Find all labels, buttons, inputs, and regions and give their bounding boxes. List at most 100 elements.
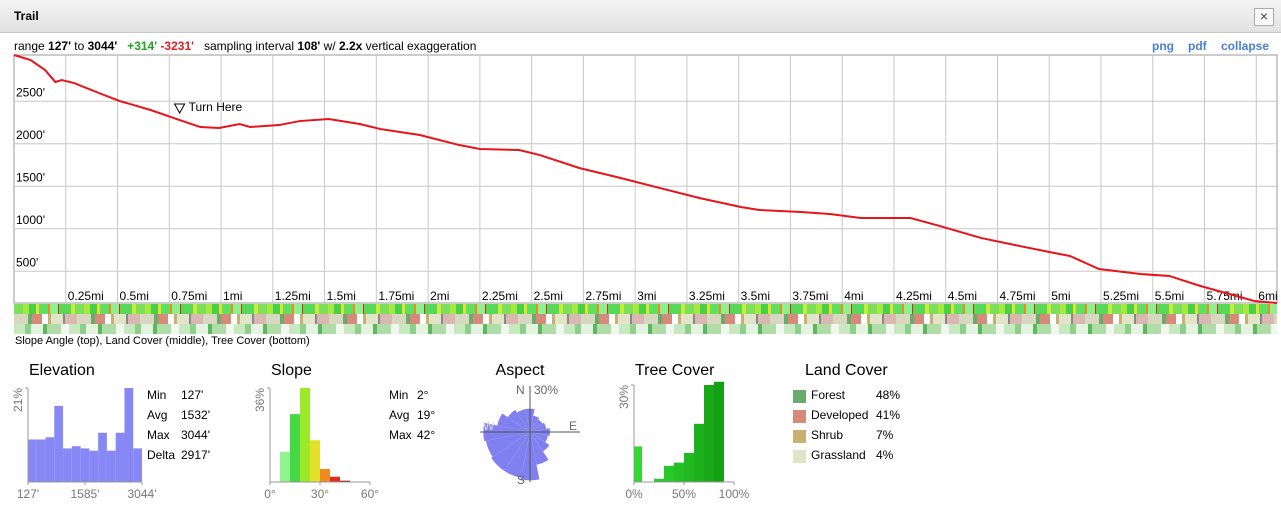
x-tick-label: 4.5mi	[948, 289, 977, 303]
legend-label: Forest	[811, 388, 846, 402]
value: 108'	[297, 39, 321, 53]
close-button[interactable]: ×	[1254, 8, 1274, 26]
direction-label: N	[516, 383, 525, 397]
histogram-bar	[674, 462, 684, 482]
stat-value: 127'	[181, 388, 203, 402]
stat-label: Max	[147, 428, 170, 442]
x-tick-label: 30°	[311, 487, 329, 501]
x-tick-label: 1.25mi	[275, 289, 311, 303]
direction-label: E	[569, 419, 577, 433]
y-tick-label: 30%	[617, 385, 631, 409]
panel-title: Aspect	[496, 362, 545, 379]
stat-value: 3044'	[181, 428, 210, 442]
rose-wedge	[507, 409, 530, 432]
x-tick-label: 50%	[672, 487, 696, 501]
text: vertical exaggeration	[365, 39, 477, 53]
legend-label: Developed	[811, 408, 868, 422]
rose-wedge	[491, 432, 530, 471]
x-tick-label: 0.5mi	[120, 289, 149, 303]
x-tick-label: 5.5mi	[1155, 289, 1184, 303]
stat-label: Avg	[147, 408, 167, 422]
x-tick-label: 2mi	[430, 289, 449, 303]
histogram-bar	[290, 414, 300, 482]
histogram-bar	[684, 452, 694, 482]
stat-label: Min	[389, 388, 408, 402]
panel-title: Elevation	[29, 362, 95, 379]
x-tick-label: 100%	[719, 487, 750, 501]
link[interactable]: pdf	[1188, 39, 1207, 53]
stat-label: Delta	[147, 448, 175, 462]
histogram-bar	[133, 448, 142, 482]
direction-label: S	[517, 473, 525, 487]
x-tick-label: 3.75mi	[792, 289, 828, 303]
text: w/	[323, 39, 336, 53]
x-tick-label: 0°	[264, 487, 276, 501]
annotation-marker	[173, 103, 186, 115]
rose-wedge	[530, 432, 549, 465]
x-tick-label: 1585'	[70, 487, 99, 501]
histogram-bar	[71, 446, 81, 482]
legend-swatch	[793, 390, 806, 403]
legend-swatch	[793, 430, 806, 443]
x-tick-label: 3mi	[637, 289, 656, 303]
histogram-bar	[320, 468, 330, 482]
annotation: Turn Here	[189, 100, 243, 114]
x-tick-label: 5mi	[1051, 289, 1070, 303]
land-cover-strip	[14, 314, 1277, 324]
histogram-bar	[714, 381, 724, 482]
x-tick-label: 2.75mi	[585, 289, 621, 303]
histogram-bar	[310, 440, 320, 482]
rose-wedge	[485, 432, 530, 458]
y-tick-label: 1000'	[16, 213, 45, 227]
histogram-bar	[54, 405, 64, 482]
x-tick-label: 4mi	[844, 289, 863, 303]
gain: +314'	[127, 39, 158, 53]
histogram-bar	[89, 450, 99, 482]
loss: -3231'	[160, 39, 194, 53]
histogram-bar	[704, 385, 714, 482]
legend-value: 48%	[876, 388, 900, 402]
x-tick-label: 0.25mi	[68, 289, 104, 303]
link[interactable]: collapse	[1221, 39, 1270, 53]
x-tick-label: 127'	[17, 487, 39, 501]
histogram-bar	[36, 439, 46, 482]
x-tick-label: 3.25mi	[689, 289, 725, 303]
stat-value: 2917'	[181, 448, 210, 462]
histogram-bar	[63, 448, 72, 482]
histogram-bar	[340, 480, 350, 482]
y-tick-label: 500'	[16, 255, 38, 269]
legend-value: 4%	[876, 448, 894, 462]
link[interactable]: png	[1152, 39, 1174, 53]
rose-wedge	[497, 413, 530, 432]
rose-wedge	[530, 419, 543, 432]
summary: range 127' to 3044' +314' -3231' samplin…	[14, 39, 476, 53]
histogram-bar	[115, 432, 125, 482]
stat-label: Avg	[389, 408, 409, 422]
x-tick-label: 2.5mi	[534, 289, 563, 303]
histogram-bar	[280, 451, 290, 482]
stat-label: Min	[147, 388, 166, 402]
legend-swatch	[793, 450, 806, 463]
histogram-bar	[124, 388, 134, 482]
x-tick-label: 2.25mi	[482, 289, 518, 303]
rose-wedge	[530, 432, 550, 452]
direction-label: W	[483, 419, 495, 433]
x-tick-label: 0.75mi	[171, 289, 207, 303]
text: range	[14, 39, 45, 53]
legend-label: Shrub	[811, 428, 843, 442]
window-title: Trail	[14, 9, 39, 23]
x-tick-label: 60°	[361, 487, 379, 501]
panel-title: Land Cover	[805, 362, 888, 379]
legend-swatch	[793, 410, 806, 423]
x-tick-label: 3.5mi	[741, 289, 770, 303]
x-tick-label: 1.75mi	[378, 289, 414, 303]
histogram-bar	[106, 450, 116, 482]
x-tick-label: 1mi	[223, 289, 242, 303]
stat-label: Max	[389, 428, 412, 442]
x-tick-label: 6mi	[1258, 289, 1277, 303]
legend-value: 41%	[876, 408, 900, 422]
y-tick-label: 2000'	[16, 128, 45, 142]
value: 3044'	[87, 39, 118, 53]
